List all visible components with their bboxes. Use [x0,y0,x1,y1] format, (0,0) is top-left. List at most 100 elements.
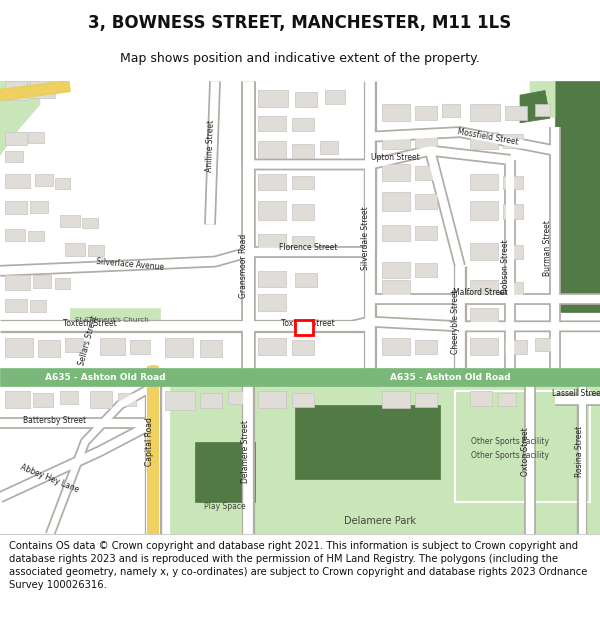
Text: Mossfield Street: Mossfield Street [457,127,519,146]
Bar [320,141,338,154]
Text: Delamere Park: Delamere Park [344,516,416,526]
Bar [5,276,30,290]
Text: St Clement's Church: St Clement's Church [75,317,149,323]
Bar [65,338,83,352]
Bar [292,204,314,220]
Bar [100,338,125,355]
Bar [55,178,70,189]
Bar [28,231,44,241]
Text: Silverlace Avenue: Silverlace Avenue [96,257,164,272]
Text: Toxteth Street: Toxteth Street [63,319,117,328]
Bar [382,338,410,355]
Polygon shape [0,81,40,127]
Text: Sellars Street: Sellars Street [77,314,99,366]
Bar [470,280,498,297]
Polygon shape [0,127,20,155]
Bar [382,391,410,408]
Bar [258,116,286,131]
Bar [503,282,523,296]
Text: 3, BOWNESS STREET, MANCHESTER, M11 1LS: 3, BOWNESS STREET, MANCHESTER, M11 1LS [88,14,512,32]
Text: Upton Street: Upton Street [371,152,419,162]
Text: Capital Road: Capital Road [146,418,155,466]
Bar [258,91,288,107]
Bar [228,391,243,404]
Bar [258,174,286,191]
Text: Rosina Street: Rosina Street [575,426,583,477]
Polygon shape [170,377,600,534]
Polygon shape [455,391,590,502]
Bar [5,229,25,241]
Bar [470,391,492,406]
Bar [470,338,498,355]
Text: Map shows position and indicative extent of the property.: Map shows position and indicative extent… [120,52,480,65]
Text: Burman Street: Burman Street [544,220,553,276]
Bar [130,340,150,354]
Bar [5,201,27,214]
Bar [200,340,222,357]
Bar [5,132,27,145]
Bar [325,91,345,104]
Bar [415,393,437,407]
Bar [535,104,550,116]
Text: A635 - Ashton Old Road: A635 - Ashton Old Road [389,372,511,382]
Text: Other Sports Facility: Other Sports Facility [471,451,549,460]
Bar [535,338,553,351]
Bar [165,391,195,409]
Bar [5,391,30,408]
Bar [88,245,104,256]
Bar [503,245,523,259]
Text: Battersby Street: Battersby Street [23,416,86,425]
Bar [82,218,98,228]
Bar [503,176,523,189]
Bar [5,81,27,100]
Bar [258,391,286,408]
Bar [415,226,437,240]
Text: A635 - Ashton Old Road: A635 - Ashton Old Road [44,372,166,382]
Bar [258,271,286,288]
Bar [498,393,516,406]
Bar [470,201,498,220]
Bar [382,192,410,211]
Bar [503,134,523,148]
Polygon shape [295,405,440,479]
Bar [505,340,527,354]
Bar [292,393,314,407]
Bar [200,393,222,408]
Bar [382,104,410,121]
Text: Oxton Street: Oxton Street [521,427,530,476]
Bar [292,118,314,131]
Polygon shape [520,91,550,123]
Bar [470,308,498,324]
Bar [295,92,317,107]
Bar [295,320,313,334]
Bar [382,164,410,181]
Bar [382,224,410,241]
Text: Play Space: Play Space [204,502,246,511]
Text: Dobson Street: Dobson Street [502,239,511,294]
Bar [415,134,437,148]
Text: Cheeryble Street: Cheeryble Street [452,289,461,354]
Bar [258,338,286,355]
Bar [258,141,286,158]
Bar [415,166,437,180]
Bar [292,236,314,249]
Bar [5,151,23,162]
Bar [30,201,48,212]
Polygon shape [530,81,555,118]
Bar [90,391,112,408]
Text: Florence Street: Florence Street [279,243,337,252]
Polygon shape [0,368,600,386]
Text: Toxteth Street: Toxteth Street [281,319,335,328]
Bar [258,201,286,220]
Bar [442,104,460,118]
Bar [5,299,27,312]
Text: Aniline Street: Aniline Street [205,120,215,172]
Bar [258,234,286,251]
Bar [258,294,286,311]
Text: Other Sports Facility: Other Sports Facility [471,438,549,446]
Bar [35,174,53,186]
Bar [470,243,498,260]
Bar [60,216,80,227]
Bar [382,262,410,278]
Bar [5,338,33,357]
